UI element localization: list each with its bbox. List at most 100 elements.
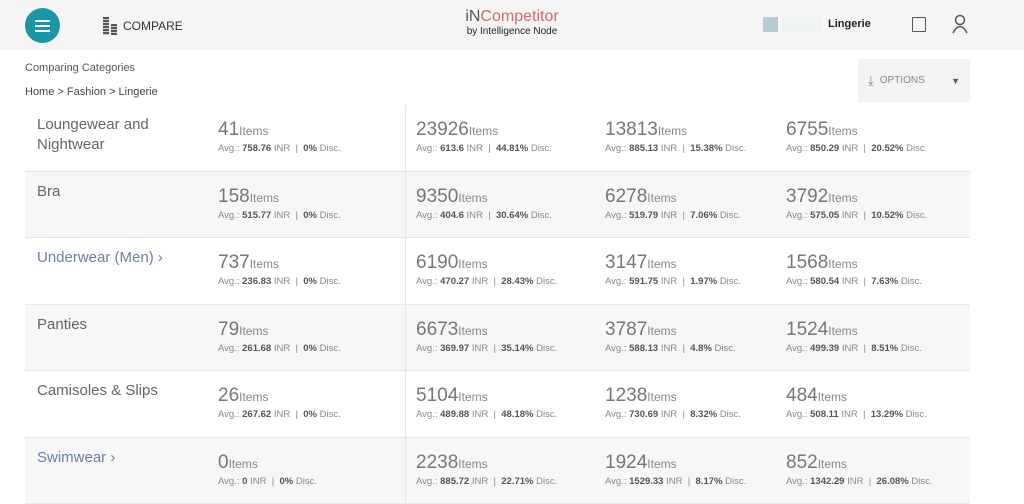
avg-label: Avg.: [786, 343, 807, 354]
category-name: Panties [37, 315, 177, 335]
disc-label: Disc. [725, 476, 746, 487]
column-divider [405, 438, 406, 504]
currency: INR [472, 276, 488, 287]
breadcrumb[interactable]: Home > Fashion > Lingerie [25, 86, 158, 98]
stat-cell: 26Items Avg.: 267.62 INR | 0% Disc. [218, 385, 341, 420]
stat-cell: 737Items Avg.: 236.83 INR | 0% Disc. [218, 252, 341, 287]
column-divider [405, 172, 406, 238]
item-count: 3147 [605, 252, 647, 273]
items-label: Items [647, 191, 676, 205]
items-label: Items [647, 390, 676, 404]
item-count: 79 [218, 319, 239, 340]
avg-price: 580.54 [810, 276, 839, 287]
avg-price: 236.83 [242, 276, 271, 287]
items-label: Items [239, 390, 268, 404]
cell-meta: Avg.: 515.77 INR | 0% Disc. [218, 210, 341, 221]
disc-label: Disc. [906, 409, 927, 420]
avg-price: 261.68 [242, 343, 271, 354]
cell-meta: Avg.: 369.97 INR | 35.14% Disc. [416, 343, 557, 354]
avg-price: 267.62 [242, 409, 271, 420]
items-label: Items [828, 124, 857, 138]
table-row: Loungewear and Nightwear 41Items Avg.: 7… [25, 105, 970, 172]
item-count: 1924 [605, 452, 647, 473]
chat-icon[interactable] [912, 17, 926, 32]
disc-label: Disc. [296, 476, 317, 487]
stat-cell: 158Items Avg.: 515.77 INR | 0% Disc. [218, 186, 341, 221]
item-count: 484 [786, 385, 818, 406]
discount: 15.38% [690, 143, 722, 154]
avg-label: Avg.: [416, 143, 437, 154]
avg-price: 1529.33 [629, 476, 663, 487]
discount: 0% [303, 210, 317, 221]
stat-cell: 3147Items Avg.: 591.75 INR | 1.97% Disc. [605, 252, 741, 287]
stat-cell: 1524Items Avg.: 499.39 INR | 8.51% Disc. [786, 319, 922, 354]
category-name: Camisoles & Slips [37, 381, 177, 401]
cell-meta: Avg.: 885.13 INR | 15.38% Disc. [605, 143, 746, 154]
stat-cell: 1924Items Avg.: 1529.33 INR | 8.17% Disc… [605, 452, 746, 487]
discount: 10.52% [871, 210, 903, 221]
item-count: 6673 [416, 319, 458, 340]
disc-label: Disc. [536, 409, 557, 420]
currency: INR [661, 343, 677, 354]
item-count: 9350 [416, 186, 458, 207]
user-icon[interactable] [952, 14, 968, 34]
disc-label: Disc. [720, 409, 741, 420]
currency: INR [250, 476, 266, 487]
currency: INR [847, 476, 863, 487]
disc-label: Disc. [320, 276, 341, 287]
items-label: Items [818, 390, 847, 404]
cell-meta: Avg.: 261.68 INR | 0% Disc. [218, 343, 341, 354]
items-label: Items [458, 191, 487, 205]
stat-cell: 2238Items Avg.: 885.72 INR | 22.71% Disc… [416, 452, 557, 487]
item-count: 1238 [605, 385, 647, 406]
stat-cell: 79Items Avg.: 261.68 INR | 0% Disc. [218, 319, 341, 354]
stat-cell: 6278Items Avg.: 519.79 INR | 7.06% Disc. [605, 186, 741, 221]
currency: INR [274, 276, 290, 287]
category-name: Loungewear and Nightwear [37, 115, 177, 155]
items-label: Items [828, 257, 857, 271]
stat-cell: 852Items Avg.: 1342.29 INR | 26.08% Disc… [786, 452, 933, 487]
avg-price: 404.6 [440, 210, 464, 221]
discount: 0% [279, 476, 293, 487]
disc-label: Disc. [720, 276, 741, 287]
disc-label: Disc. [715, 343, 736, 354]
item-count: 26 [218, 385, 239, 406]
category-name[interactable]: Swimwear › [37, 448, 177, 468]
item-count: 13813 [605, 119, 658, 140]
avg-price: 613.6 [440, 143, 464, 154]
user-swatch-light [782, 17, 822, 32]
stat-cell: 1238Items Avg.: 730.69 INR | 8.32% Disc. [605, 385, 741, 420]
stat-cell: 6755Items Avg.: 850.29 INR | 20.52% Disc… [786, 119, 927, 154]
options-button[interactable]: ⤓ OPTIONS ▼ [858, 59, 970, 102]
column-divider [405, 371, 406, 437]
cell-meta: Avg.: 591.75 INR | 1.97% Disc. [605, 276, 741, 287]
item-count: 6190 [416, 252, 458, 273]
avg-label: Avg.: [218, 409, 239, 420]
avg-label: Avg.: [218, 143, 239, 154]
avg-price: 591.75 [629, 276, 658, 287]
cell-meta: Avg.: 730.69 INR | 8.32% Disc. [605, 409, 741, 420]
avg-label: Avg.: [605, 143, 626, 154]
category-selector[interactable]: Lingerie [828, 18, 871, 30]
category-name[interactable]: Underwear (Men) › [37, 248, 177, 268]
currency: INR [274, 409, 290, 420]
discount: 22.71% [501, 476, 533, 487]
disc-label: Disc. [531, 143, 552, 154]
disc-label: Disc. [531, 210, 552, 221]
discount: 4.8% [690, 343, 712, 354]
items-label: Items [458, 457, 487, 471]
avg-label: Avg.: [786, 143, 807, 154]
table-row: Swimwear › 0Items Avg.: 0 INR | 0% Disc.… [25, 438, 970, 504]
category-name: Bra [37, 182, 177, 202]
item-count: 158 [218, 186, 250, 207]
discount: 30.64% [496, 210, 528, 221]
item-count: 3792 [786, 186, 828, 207]
items-label: Items [828, 324, 857, 338]
stat-cell: 13813Items Avg.: 885.13 INR | 15.38% Dis… [605, 119, 746, 154]
currency: INR [472, 343, 488, 354]
disc-label: Disc. [906, 210, 927, 221]
table-row: Underwear (Men) › 737Items Avg.: 236.83 … [25, 238, 970, 305]
options-label: OPTIONS [880, 75, 925, 86]
avg-price: 1342.29 [810, 476, 844, 487]
currency: INR [661, 210, 677, 221]
